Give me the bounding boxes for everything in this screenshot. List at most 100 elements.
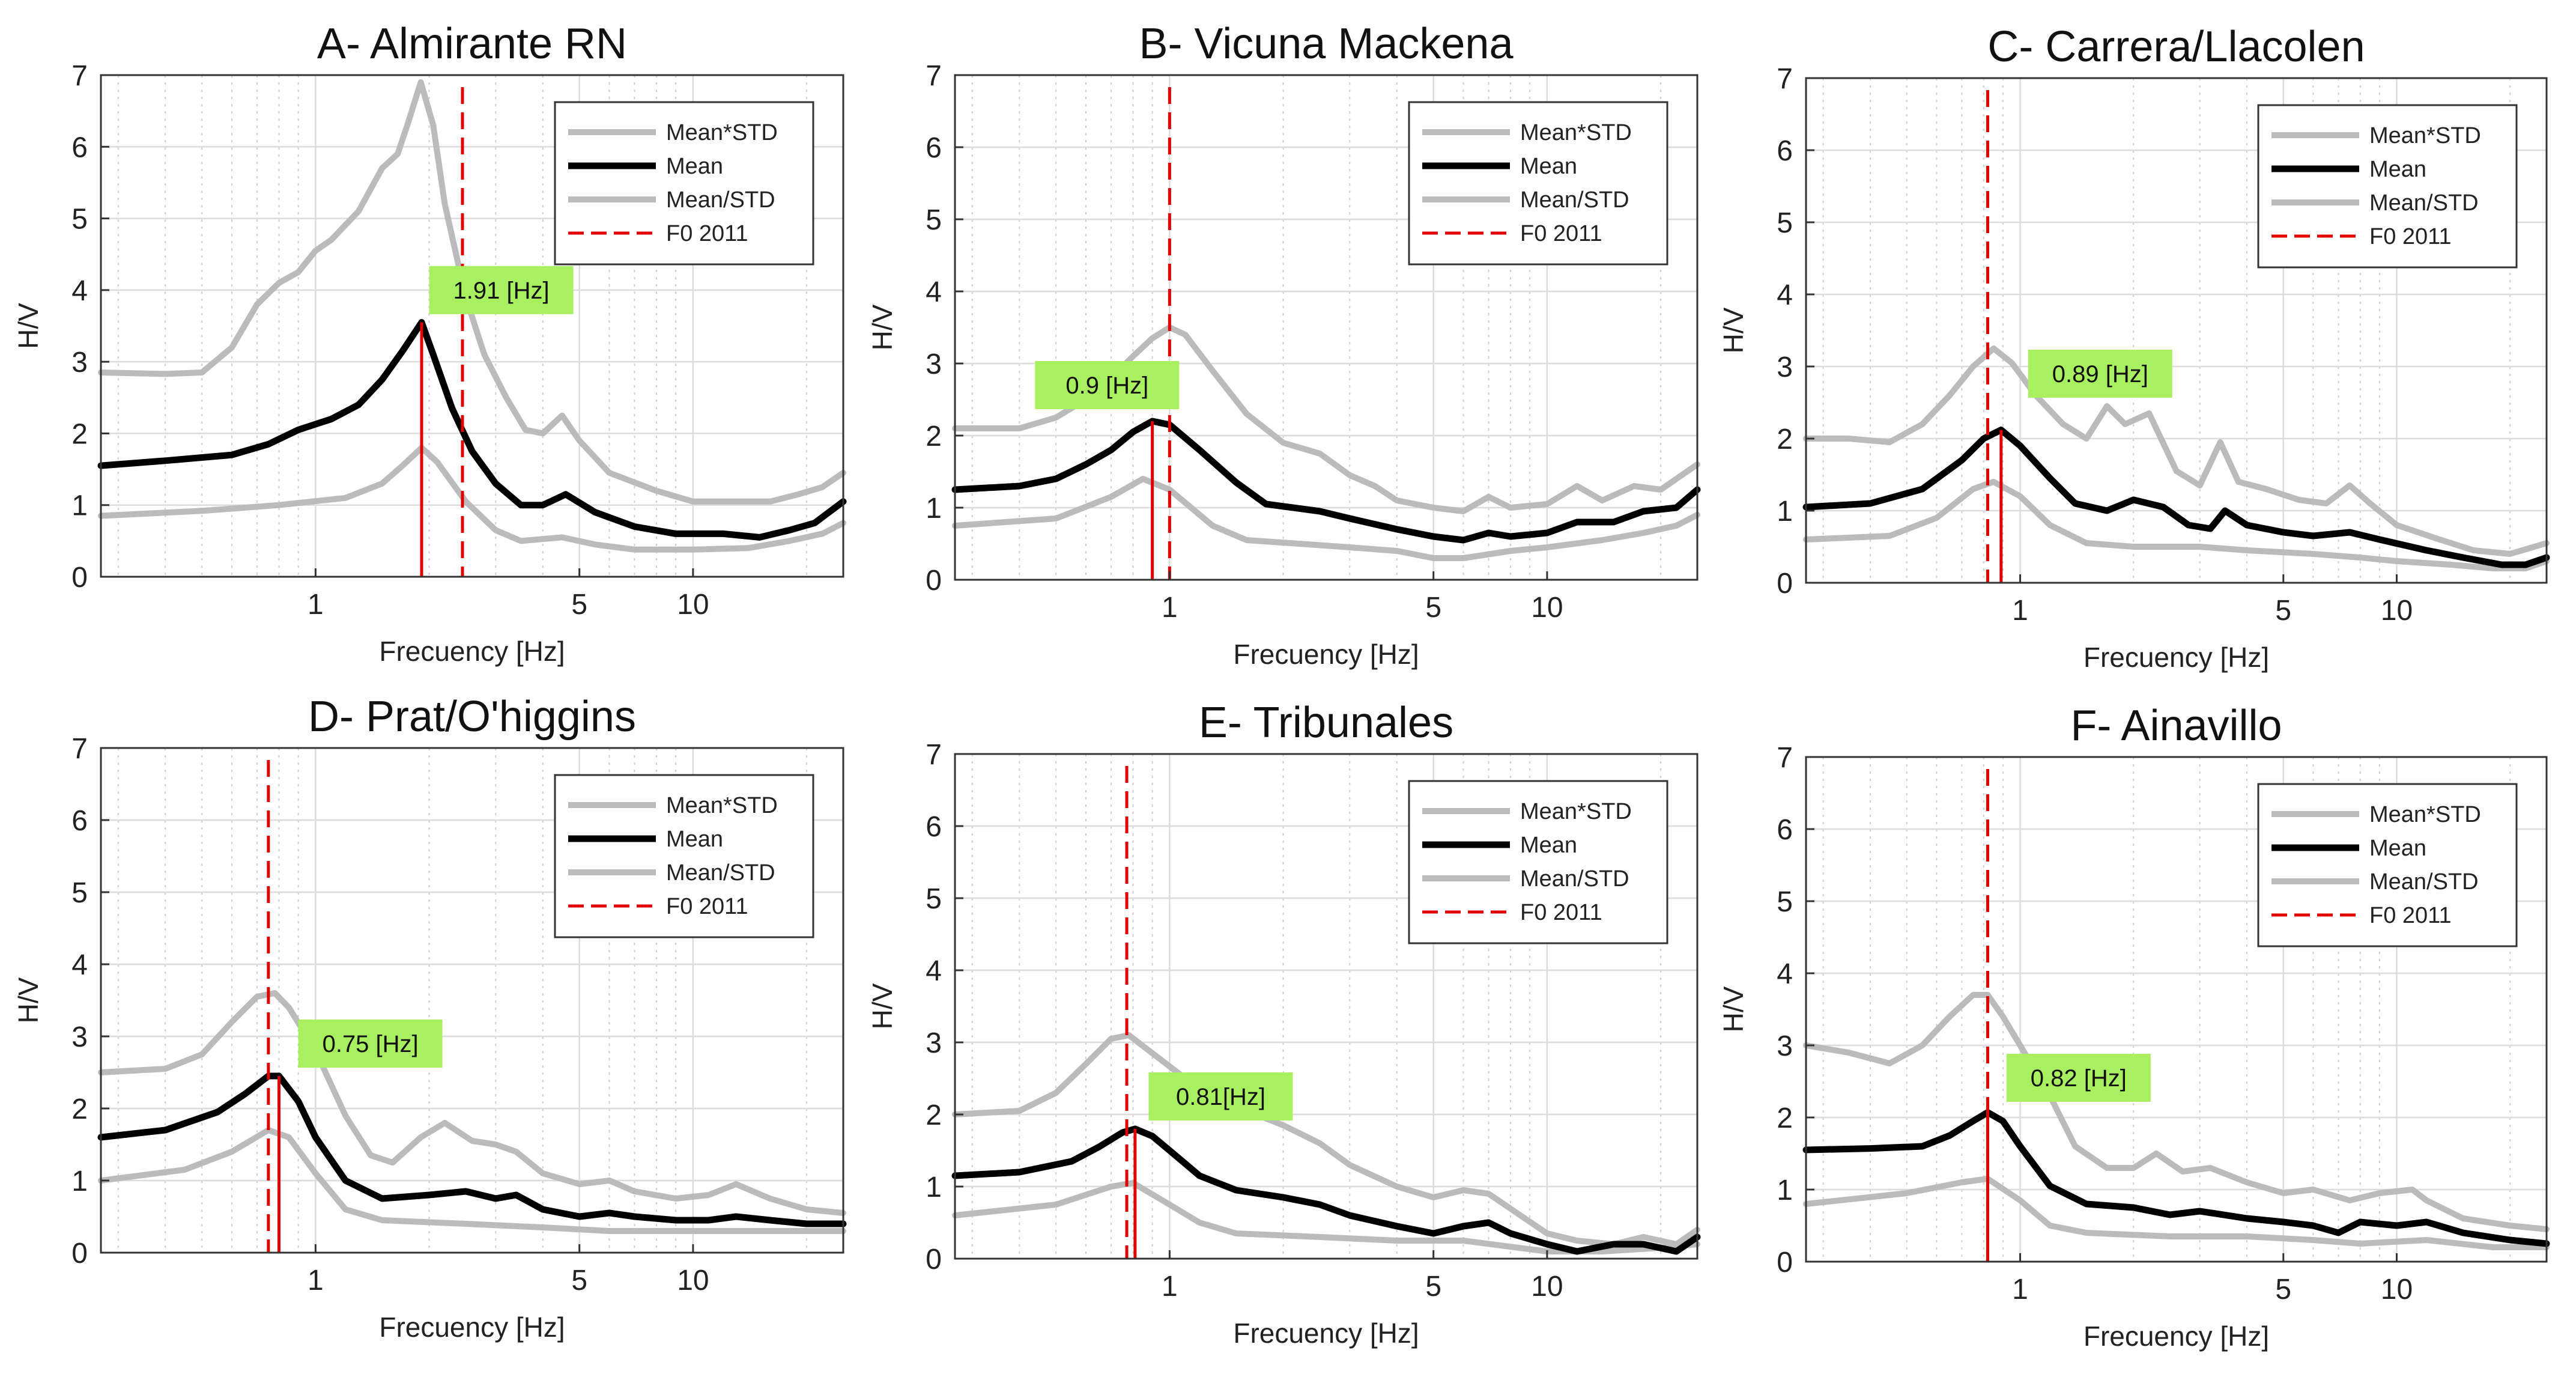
x-tick-label: 5 xyxy=(571,589,587,621)
axes-frame xyxy=(1805,756,2548,1263)
series-mean xyxy=(1802,427,2550,568)
y-axis-label: H/V xyxy=(1718,307,1749,353)
y-axis-label: H/V xyxy=(1718,986,1749,1032)
x-axis-label: Frecuency [Hz] xyxy=(379,1312,565,1343)
x-tick-label: 10 xyxy=(2381,1274,2413,1306)
legend-label: F0 2011 xyxy=(666,894,748,919)
legend-label: Mean/STD xyxy=(666,860,775,886)
y-tick-label: 4 xyxy=(71,949,88,981)
y-tick-label: 4 xyxy=(926,955,942,987)
y-tick-label: 2 xyxy=(1777,424,1793,455)
x-axis-label: Frecuency [Hz] xyxy=(1233,639,1419,670)
legend-label: Mean xyxy=(1520,833,1577,858)
y-tick-label: 6 xyxy=(926,132,942,164)
y-tick-label: 7 xyxy=(926,60,942,92)
chart-title: E- Tribunales xyxy=(1199,699,1453,747)
y-tick-label: 4 xyxy=(926,276,942,308)
legend: Mean*STD Mean Mean/STD F0 2011 xyxy=(2257,783,2518,947)
series-mean-std xyxy=(98,79,846,505)
x-tick-label: 1 xyxy=(2012,1274,2028,1306)
axes-frame xyxy=(1805,77,2548,584)
frequency-annotation: 0.81[Hz] xyxy=(1148,1072,1293,1120)
legend-box xyxy=(2257,104,2518,269)
y-tick-label: 3 xyxy=(926,1027,942,1059)
legend-label: Mean/STD xyxy=(2369,869,2479,895)
legend-label: Mean/STD xyxy=(666,187,775,213)
series-mean xyxy=(1802,1109,2550,1247)
y-tick-label: 6 xyxy=(71,132,88,163)
y-tick-label: 6 xyxy=(926,811,942,843)
annotation-text: 0.75 [Hz] xyxy=(323,1031,419,1057)
y-tick-label: 7 xyxy=(1777,63,1793,95)
series-mean xyxy=(97,1072,847,1227)
annotation-box xyxy=(2006,1054,2151,1102)
y-tick-label: 3 xyxy=(1777,1030,1793,1062)
y-tick-label: 2 xyxy=(926,1099,942,1131)
y-tick-label: 2 xyxy=(71,1093,88,1125)
series-mean-std xyxy=(952,1032,1700,1247)
legend-label: Mean*STD xyxy=(2369,802,2481,827)
x-tick-label: 10 xyxy=(1531,592,1563,624)
axes-frame xyxy=(100,74,844,578)
y-tick-label: 3 xyxy=(71,347,88,378)
y-axis-label: H/V xyxy=(867,304,898,350)
legend-label: F0 2011 xyxy=(1520,900,1602,925)
y-tick-label: 2 xyxy=(71,418,88,450)
y-tick-label: 2 xyxy=(1777,1102,1793,1134)
chart-panel-2: 0 1 2 3 4 5 6 7 1 5 10 B- Vicuna Mackena Frecuency [… xyxy=(867,20,1701,670)
series-mean-std xyxy=(1803,1176,2550,1250)
y-tick-label: 1 xyxy=(1777,496,1793,527)
legend-label: Mean*STD xyxy=(1520,799,1632,824)
frequency-annotation: 0.9 [Hz] xyxy=(1035,361,1180,409)
series-mean xyxy=(97,319,847,541)
legend-label: F0 2011 xyxy=(666,221,748,246)
legend-label: Mean*STD xyxy=(2369,123,2481,148)
x-tick-label: 10 xyxy=(677,1265,709,1296)
y-axis-label: H/V xyxy=(867,983,898,1029)
legend-label: Mean*STD xyxy=(666,120,778,145)
series-mean-std xyxy=(1803,345,2550,557)
y-tick-label: 1 xyxy=(71,1166,88,1197)
x-tick-label: 1 xyxy=(308,589,324,621)
chart-title: B- Vicuna Mackena xyxy=(1139,20,1514,68)
series-mean-std xyxy=(98,1127,846,1234)
legend-label: F0 2011 xyxy=(2369,224,2452,249)
x-tick-label: 10 xyxy=(677,589,709,621)
y-tick-label: 1 xyxy=(926,1172,942,1203)
annotation-text: 0.81[Hz] xyxy=(1176,1084,1265,1110)
chart-title: F- Ainavillo xyxy=(2070,702,2282,750)
x-tick-label: 5 xyxy=(1425,592,1441,624)
legend-label: Mean*STD xyxy=(1520,120,1632,145)
annotation-text: 0.82 [Hz] xyxy=(2031,1065,2127,1092)
legend-label: Mean/STD xyxy=(2369,190,2479,216)
frequency-annotation: 1.91 [Hz] xyxy=(429,266,574,314)
legend-label: Mean xyxy=(2369,157,2426,182)
annotation-text: 1.91 [Hz] xyxy=(453,278,550,304)
x-axis-label: Frecuency [Hz] xyxy=(2084,642,2269,673)
chart-panel-3: 0 1 2 3 4 5 6 7 1 5 10 C- Carrera/Llacolen Frecuency… xyxy=(1718,23,2550,673)
y-tick-label: 0 xyxy=(1777,568,1793,600)
x-tick-label: 1 xyxy=(2012,595,2028,627)
series-mean-std xyxy=(1803,992,2550,1232)
series-mean-std xyxy=(952,476,1700,561)
chart-title: A- Almirante RN xyxy=(317,20,627,68)
y-tick-label: 3 xyxy=(926,348,942,380)
legend-label: Mean/STD xyxy=(1520,866,1629,892)
legend-label: Mean xyxy=(666,827,723,852)
chart-title: D- Prat/O'higgins xyxy=(308,693,636,741)
annotation-text: 0.9 [Hz] xyxy=(1065,372,1148,399)
x-tick-label: 10 xyxy=(1531,1271,1563,1303)
y-tick-label: 0 xyxy=(71,562,88,594)
annotation-box xyxy=(298,1020,443,1068)
annotation-box xyxy=(1035,361,1180,409)
legend-label: Mean xyxy=(2369,836,2426,861)
axes-frame xyxy=(100,747,844,1254)
y-tick-label: 1 xyxy=(71,490,88,522)
chart-title: C- Carrera/Llacolen xyxy=(1987,23,2365,71)
chart-panel-1: 0 1 2 3 4 5 6 7 1 5 10 A- Almirante RN Frecuency [Hz… xyxy=(13,20,847,667)
x-axis-label: Frecuency [Hz] xyxy=(379,636,565,667)
y-tick-label: 3 xyxy=(1777,351,1793,383)
y-tick-label: 5 xyxy=(926,883,942,915)
x-axis-label: Frecuency [Hz] xyxy=(1233,1318,1419,1349)
